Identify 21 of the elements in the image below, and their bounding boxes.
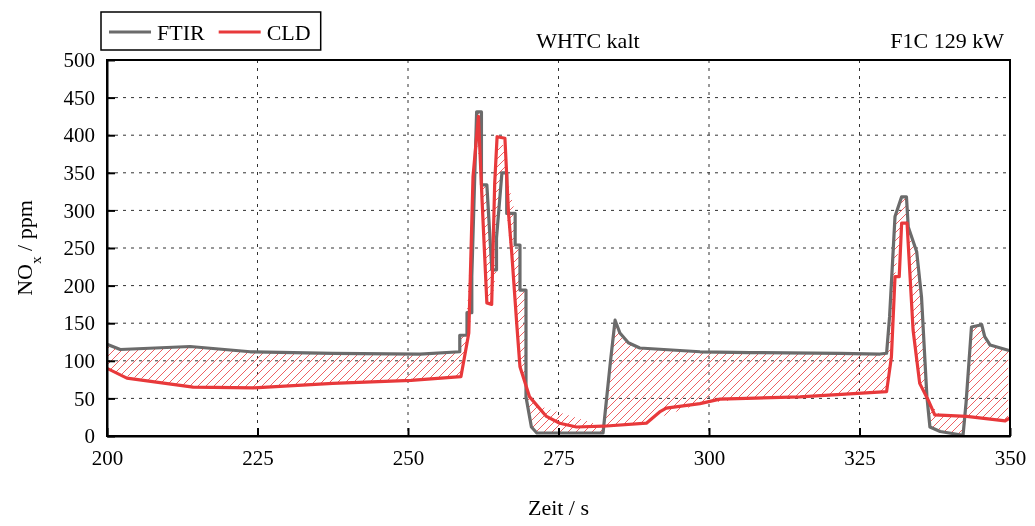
y-tick-label: 250 bbox=[63, 236, 95, 261]
x-tick-label: 350 bbox=[994, 445, 1027, 470]
y-tick-label: 350 bbox=[63, 161, 95, 186]
x-tick-label: 275 bbox=[543, 445, 575, 470]
y-tick-label: 50 bbox=[74, 386, 95, 411]
legend-label: CLD bbox=[266, 20, 311, 45]
y-tick-label: 450 bbox=[63, 85, 95, 110]
text: F1C 129 kW bbox=[890, 28, 1005, 53]
x-axis-title: Zeit / s bbox=[527, 495, 590, 520]
x-tick-label: 250 bbox=[392, 445, 425, 470]
y-tick-label: 200 bbox=[63, 273, 95, 298]
x-tick-label: 225 bbox=[242, 445, 274, 470]
y-tick-label: 300 bbox=[63, 198, 95, 223]
y-tick-label: 150 bbox=[63, 311, 95, 336]
chart-title: WHTC kalt bbox=[536, 28, 640, 53]
legend-label: FTIR bbox=[157, 20, 205, 45]
y-tick-label: 100 bbox=[63, 349, 95, 374]
x-tick-label: 300 bbox=[693, 445, 726, 470]
x-tick-label: 325 bbox=[844, 445, 876, 470]
y-tick-label: 400 bbox=[63, 123, 95, 148]
y-tick-label: 500 bbox=[63, 48, 95, 73]
